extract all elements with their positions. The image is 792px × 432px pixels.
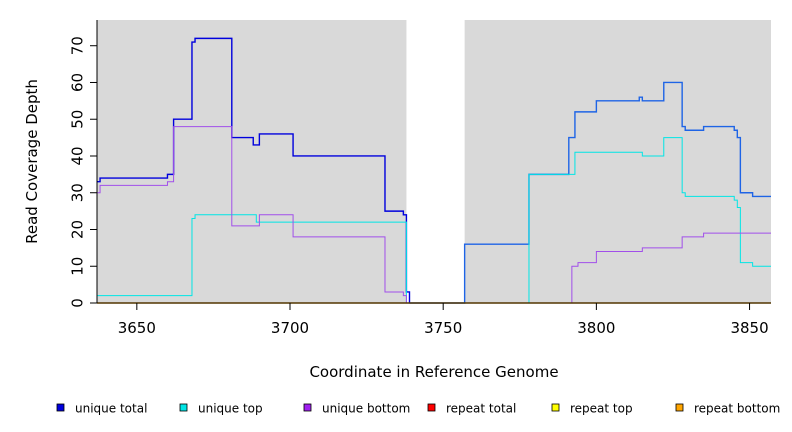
- legend-swatch: [179, 403, 188, 412]
- legend-swatch: [427, 403, 436, 412]
- legend: unique total unique top unique bottom repea…: [56, 402, 780, 416]
- y-tick-label: 0: [68, 298, 86, 308]
- x-tick-label: 3700: [271, 319, 309, 337]
- legend-swatch: [56, 403, 65, 412]
- legend-label: repeat total: [446, 402, 516, 416]
- legend-swatch: [675, 403, 684, 412]
- legend-label: repeat top: [570, 402, 633, 416]
- y-axis-title: Read Coverage Depth: [23, 79, 41, 244]
- x-tick-label: 3800: [577, 319, 615, 337]
- x-tick-label: 3850: [730, 319, 768, 337]
- y-tick-label: 40: [68, 146, 86, 165]
- legend-swatch: [303, 403, 312, 412]
- legend-label: unique bottom: [322, 402, 410, 416]
- y-tick-label: 10: [68, 257, 86, 276]
- series-line-unique-total: [409, 81, 771, 304]
- series-line-unique-bottom: [97, 126, 771, 304]
- y-tick-label: 50: [68, 110, 86, 129]
- y-tick-label: 20: [68, 220, 86, 239]
- legend-swatch: [551, 403, 560, 412]
- legend-label: unique top: [198, 402, 263, 416]
- legend-label: unique total: [75, 402, 147, 416]
- x-tick-label: 3750: [424, 319, 462, 337]
- axis-layer: 0 10 20 30 40 50 60 70 3650 3700 3750 3800 3850: [68, 20, 771, 337]
- gap-region: [406, 20, 465, 303]
- y-tick-label: 60: [68, 73, 86, 92]
- series-line-unique-total: [97, 37, 411, 303]
- series-line-unique-top: [97, 137, 771, 304]
- x-axis-title: Coordinate in Reference Genome: [309, 363, 558, 381]
- y-tick-label: 70: [68, 36, 86, 55]
- y-tick-label: 30: [68, 183, 86, 202]
- x-tick-label: 3650: [118, 319, 156, 337]
- legend-label: repeat bottom: [694, 402, 780, 416]
